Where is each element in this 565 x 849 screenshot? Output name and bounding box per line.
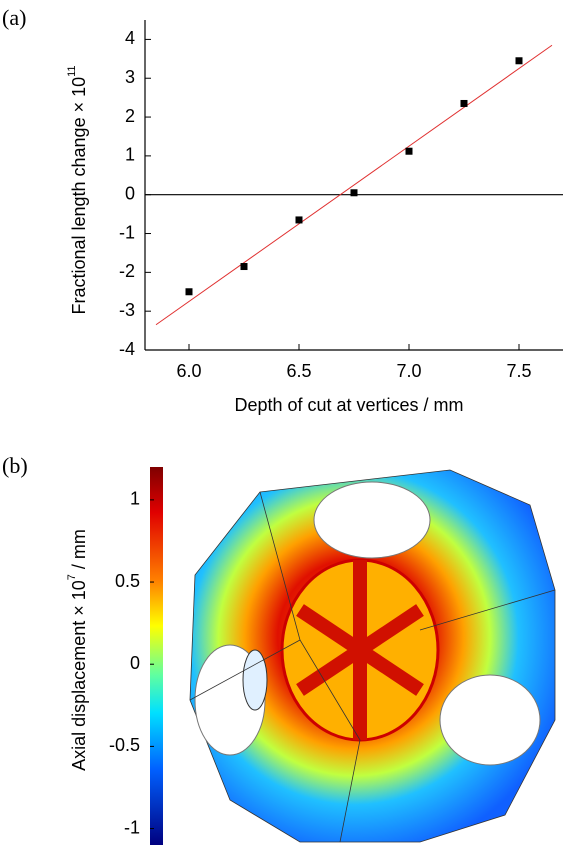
x-tick-label: 6.0 [176,361,201,381]
fit-line [155,44,553,326]
y-tick-label: -1 [119,222,135,242]
colorbar [150,467,163,845]
colorbar-tick-label: -0.5 [109,735,140,755]
x-axis-label: Depth of cut at vertices / mm [234,395,463,415]
colorbar-tick-label: 0 [130,653,140,673]
x-tick-label: 6.5 [286,361,311,381]
panel-label: (a) [2,5,26,30]
y-tick-label: 3 [125,67,135,87]
y-tick-label: 2 [125,106,135,126]
panel-label: (b) [2,453,28,478]
colorbar-label-unit: / mm [69,529,89,574]
y-label-text: Fractional length change × 10 [69,77,89,315]
data-point [515,57,523,65]
colorbar-tick-label: 0.5 [115,571,140,591]
data-point [295,216,303,224]
colorbar-label-exponent: 7 [66,574,78,580]
colorbar-tick-label: -1 [124,817,140,837]
x-tick-label: 7.5 [506,361,531,381]
y-label-exponent: 11 [66,65,78,76]
data-point [405,147,413,155]
y-tick-label: 4 [125,28,135,48]
x-tick-label: 7.0 [396,361,421,381]
data-point [185,288,193,296]
y-tick-label: -2 [119,261,135,281]
y-tick-label: 1 [125,145,135,165]
colorbar-label: Axial displacement × 107 / mm [66,529,89,771]
data-point [460,99,468,107]
y-tick-label: -3 [119,300,135,320]
colorbar-tick-label: 1 [130,489,140,509]
data-point [350,189,358,197]
data-point [240,263,248,271]
object-render [189,469,556,843]
y-tick-label: 0 [125,183,135,203]
y-axis-label: Fractional length change × 1011 [66,65,89,314]
y-tick-label: -4 [119,339,135,359]
colorbar-label-text: Axial displacement × 10 [69,580,89,771]
